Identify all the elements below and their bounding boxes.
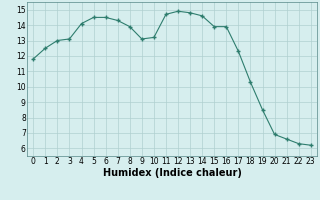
X-axis label: Humidex (Indice chaleur): Humidex (Indice chaleur) [103,168,241,178]
